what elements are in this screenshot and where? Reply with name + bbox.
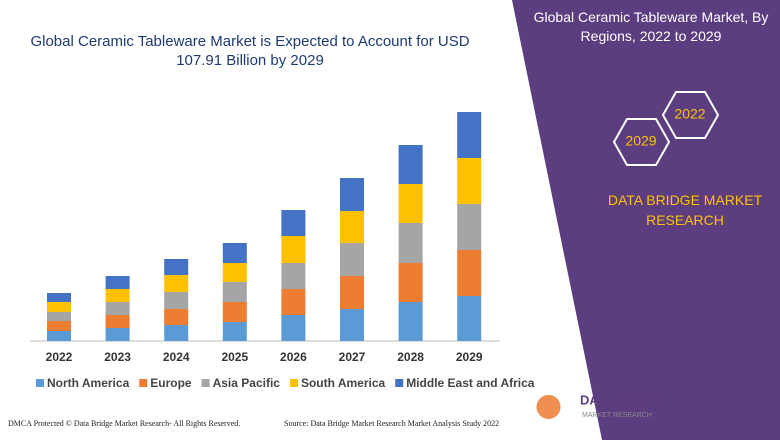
bar-segment bbox=[398, 223, 423, 263]
bar-segment bbox=[105, 315, 130, 328]
hexagon bbox=[661, 91, 720, 139]
bar-segment bbox=[47, 302, 71, 312]
legend-swatch bbox=[139, 379, 148, 387]
legend-label: Asia Pacific bbox=[213, 376, 281, 390]
hex-label: 2022 bbox=[674, 106, 705, 122]
bar-segment bbox=[47, 331, 71, 341]
x-tick-label: 2026 bbox=[280, 350, 307, 364]
bar-segment bbox=[222, 282, 247, 302]
bar-segment bbox=[164, 309, 189, 325]
bar-segment bbox=[222, 263, 247, 282]
legend-label: North America bbox=[47, 376, 130, 390]
x-tick-label: 2024 bbox=[163, 350, 190, 364]
bar-segment bbox=[340, 309, 364, 341]
bar-segment bbox=[340, 178, 364, 211]
x-tick-label: 2028 bbox=[397, 350, 424, 364]
bar-segment bbox=[281, 236, 306, 263]
bar-segment bbox=[398, 184, 423, 223]
bar-segment bbox=[281, 315, 306, 341]
hex-label: 2029 bbox=[625, 133, 656, 149]
bar-segment bbox=[164, 259, 189, 275]
legend-label: South America bbox=[301, 376, 386, 390]
bar-segment bbox=[340, 243, 364, 276]
panel-title: Global Ceramic Tableware Market, By Regi… bbox=[533, 9, 769, 44]
legend-label: Europe bbox=[150, 376, 192, 390]
x-tick-label: 2022 bbox=[46, 350, 73, 364]
bar-segment bbox=[47, 321, 71, 331]
legend-swatch bbox=[289, 379, 298, 387]
x-tick-label: 2023 bbox=[104, 350, 131, 364]
logo-name: DATA BRIDGE bbox=[580, 392, 668, 407]
bar-segment bbox=[457, 158, 482, 204]
bar-segment bbox=[340, 276, 364, 309]
bar-segment bbox=[222, 302, 247, 322]
x-tick-label: 2025 bbox=[221, 350, 248, 364]
bar-segment bbox=[457, 250, 482, 296]
logo-icon bbox=[536, 395, 561, 419]
bar-segment bbox=[164, 325, 189, 341]
bar-segment bbox=[222, 243, 247, 263]
logo-tagline: MARKET RESEARCH bbox=[582, 412, 652, 419]
bar-segment bbox=[457, 112, 482, 158]
x-tick-label: 2027 bbox=[339, 350, 366, 364]
legend-swatch bbox=[201, 379, 210, 387]
side-panel bbox=[512, 0, 780, 440]
x-tick-label: 2029 bbox=[456, 350, 483, 364]
bar-segment bbox=[47, 293, 71, 302]
bar-segment bbox=[164, 275, 189, 292]
bar-segment bbox=[47, 312, 71, 321]
bar-segment bbox=[398, 302, 423, 341]
bar-segment bbox=[457, 204, 482, 250]
bar-segment bbox=[457, 296, 482, 341]
legend-swatch bbox=[395, 379, 404, 387]
bar-segment bbox=[281, 289, 306, 315]
legend-swatch bbox=[36, 379, 44, 387]
bar-segment bbox=[340, 211, 364, 243]
bar-segment bbox=[281, 263, 306, 289]
bar-segment bbox=[222, 322, 247, 341]
footer-right: Source: Data Bridge Market Research Mark… bbox=[284, 419, 499, 428]
legend-label: Middle East and Africa bbox=[406, 376, 535, 390]
footer-left: DMCA Protected © Data Bridge Market Rese… bbox=[8, 419, 240, 428]
bar-segment bbox=[398, 263, 423, 302]
bar-segment bbox=[105, 289, 130, 302]
brand: DATA BRIDGE MARKET RESEARCH bbox=[607, 192, 763, 228]
bar-segment bbox=[398, 145, 423, 184]
bar-segment bbox=[281, 210, 306, 236]
bar-segment bbox=[105, 276, 130, 289]
bar-segment bbox=[105, 302, 130, 315]
hexagon bbox=[612, 118, 671, 166]
bar-segment bbox=[105, 328, 130, 341]
chart-title: Global Ceramic Tableware Market is Expec… bbox=[30, 33, 470, 69]
bar-segment bbox=[164, 292, 189, 309]
